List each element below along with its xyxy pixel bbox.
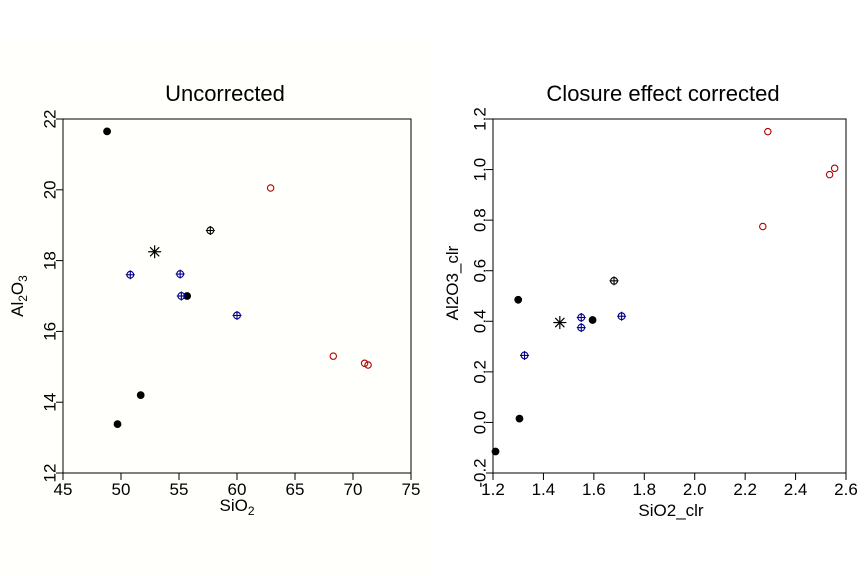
x-axis-label: SiO2_clr bbox=[638, 501, 704, 520]
data-point bbox=[103, 127, 111, 136]
y-tick-label: 0.6 bbox=[471, 259, 490, 283]
y-tick-label: 0.2 bbox=[471, 360, 490, 384]
data-point bbox=[576, 323, 586, 333]
y-tick-label: 14 bbox=[41, 393, 60, 412]
plot-frame bbox=[62, 118, 412, 474]
x-tick-label: 45 bbox=[54, 480, 73, 499]
chart-closure-corrected: Closure effect corrected 1.2 1.4 1.6 1.8 2.0… bbox=[443, 81, 858, 520]
data-points bbox=[491, 127, 839, 456]
x-tick-label: 75 bbox=[402, 480, 421, 499]
chart-title: Closure effect corrected bbox=[546, 81, 779, 106]
data-point bbox=[830, 164, 839, 173]
right-panel-background bbox=[432, 40, 864, 576]
left-panel-background bbox=[0, 40, 432, 576]
y-tick-label: 0.0 bbox=[471, 411, 490, 435]
x-axis: 45 50 55 60 65 70 75 bbox=[54, 473, 421, 499]
y-tick-label: 1.0 bbox=[471, 158, 490, 182]
x-axis-label: SiO2 bbox=[219, 496, 254, 518]
x-tick-label: 1.2 bbox=[481, 480, 505, 499]
data-point bbox=[113, 420, 122, 429]
y-tick-label: -0.2 bbox=[471, 458, 490, 487]
x-tick-label: 2.4 bbox=[784, 480, 808, 499]
data-point bbox=[576, 312, 586, 322]
data-point bbox=[617, 311, 627, 321]
data-point bbox=[609, 276, 619, 286]
data-point bbox=[514, 295, 523, 304]
chart-uncorrected: Uncorrected 45 50 55 60 65 70 75 121416182022 … bbox=[8, 81, 420, 518]
data-point bbox=[759, 222, 767, 231]
data-point bbox=[360, 359, 369, 368]
data-point bbox=[588, 316, 597, 324]
x-tick-label: 65 bbox=[286, 480, 305, 499]
y-axis: 12 14 16 18 20 22 bbox=[41, 110, 63, 483]
y-tick-label: 0.8 bbox=[471, 208, 490, 232]
y-tick-label: 16 bbox=[41, 322, 60, 341]
x-axis: 1.2 1.4 1.6 1.8 2.0 2.2 2.4 2.6 bbox=[481, 473, 858, 499]
data-point bbox=[515, 414, 524, 423]
chart-title: Uncorrected bbox=[165, 81, 285, 106]
y-axis-label: Al2O3 bbox=[8, 275, 30, 317]
data-point bbox=[232, 310, 242, 320]
x-tick-label: 1.4 bbox=[532, 480, 556, 499]
y-axis: -0.2 0.0 0.2 0.4 0.6 0.8 1.0 1.2 bbox=[471, 107, 493, 488]
data-point bbox=[175, 269, 185, 279]
data-point bbox=[825, 170, 834, 179]
x-tick-label: 2.2 bbox=[733, 480, 757, 499]
x-tick-label: 1.8 bbox=[632, 480, 656, 499]
data-point bbox=[329, 352, 338, 360]
x-tick-label: 60 bbox=[228, 480, 247, 499]
x-tick-label: 2.0 bbox=[683, 480, 707, 499]
data-point bbox=[553, 316, 567, 330]
data-point bbox=[520, 350, 530, 360]
data-point bbox=[148, 245, 162, 259]
y-axis-label: Al2O3_clr bbox=[443, 245, 462, 320]
data-point bbox=[266, 184, 275, 192]
data-point bbox=[764, 127, 772, 136]
data-point bbox=[176, 291, 186, 301]
y-tick-label: 22 bbox=[41, 110, 60, 129]
data-point bbox=[364, 361, 372, 369]
x-tick-label: 55 bbox=[170, 480, 189, 499]
y-tick-label: 20 bbox=[41, 180, 60, 199]
x-tick-label: 70 bbox=[344, 480, 363, 499]
data-point bbox=[125, 270, 135, 280]
data-point bbox=[491, 447, 500, 456]
y-tick-label: 1.2 bbox=[471, 107, 490, 131]
data-point bbox=[205, 226, 215, 236]
plot-frame bbox=[492, 118, 847, 474]
y-tick-label: 12 bbox=[41, 464, 60, 483]
data-point bbox=[136, 391, 145, 400]
y-tick-label: 18 bbox=[41, 251, 60, 270]
x-tick-label: 50 bbox=[112, 480, 131, 499]
x-tick-label: 1.6 bbox=[582, 480, 606, 499]
x-tick-label: 2.6 bbox=[834, 480, 858, 499]
y-tick-label: 0.4 bbox=[471, 309, 490, 333]
data-points bbox=[103, 127, 372, 429]
